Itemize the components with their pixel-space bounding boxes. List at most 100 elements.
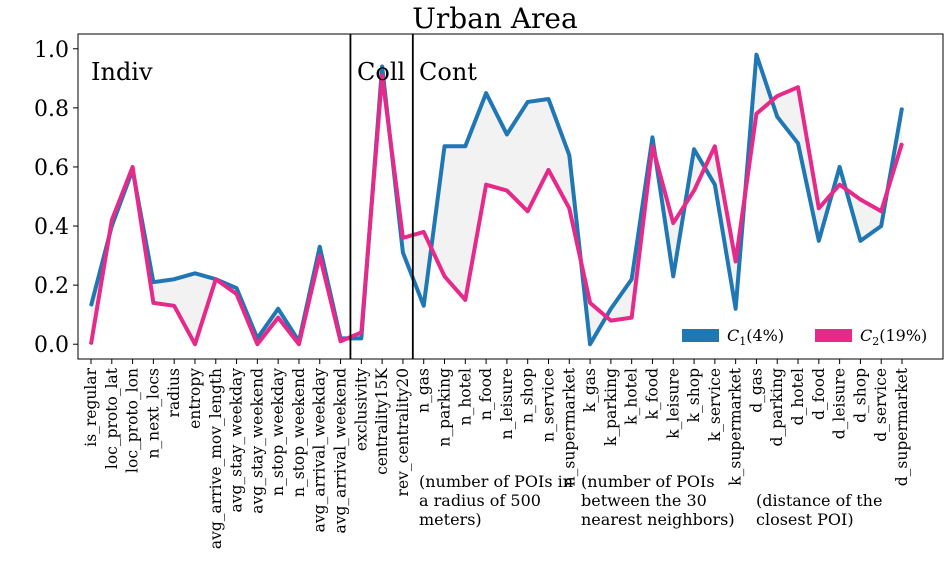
point-c1-d_shop bbox=[859, 240, 862, 242]
point-c2-avg_arrive_mov_length bbox=[214, 278, 217, 281]
point-c1-d_food bbox=[818, 240, 820, 242]
legend-c2-suffix: (19%) bbox=[879, 326, 928, 345]
legend-c1-suffix: (4%) bbox=[746, 326, 785, 345]
point-c2-n_parking bbox=[443, 275, 446, 278]
plot-frame bbox=[77, 33, 944, 360]
point-c1-n_parking bbox=[443, 145, 446, 148]
x-tick-label: centrality15K bbox=[373, 368, 391, 475]
x-tick-label: radius bbox=[165, 368, 183, 418]
chart-title: Urban Area bbox=[412, 2, 578, 35]
point-c1-d_gas bbox=[755, 53, 758, 56]
x-tick-label: avg_arrive_mov_length bbox=[207, 368, 225, 549]
legend-label-c1: C1(4%) bbox=[727, 326, 784, 348]
x-tick-label: d_parking bbox=[768, 368, 786, 447]
point-c1-exclusivity bbox=[360, 337, 363, 340]
y-tick-label: 0.6 bbox=[34, 156, 69, 181]
x-axis: is_regular loc_proto_lat loc_proto_lon n_ne… bbox=[82, 359, 911, 549]
legend-c2-sub: 2 bbox=[872, 335, 880, 349]
section-label-cont: Cont bbox=[419, 58, 477, 86]
point-c2-d_gas bbox=[755, 112, 758, 115]
point-c2-n_next_locs bbox=[152, 302, 155, 304]
point-c1-centrality15K bbox=[381, 65, 383, 68]
point-c1-n_hotel bbox=[464, 145, 467, 148]
x-tick-label: d_leisure bbox=[831, 368, 849, 439]
x-tick-label: n_stop_weekend bbox=[290, 368, 308, 497]
point-c1-n_leisure bbox=[506, 133, 508, 136]
point-c2-n_gas bbox=[422, 231, 425, 233]
point-c2-k_gas bbox=[589, 302, 591, 304]
annotation-n-pois: (number of POIs in a radius of 500 meter… bbox=[419, 472, 574, 529]
plot-border bbox=[77, 33, 944, 360]
series-line-c2 bbox=[89, 73, 904, 347]
point-c1-d_service bbox=[880, 225, 883, 227]
point-c2-n_supermarket bbox=[568, 207, 571, 210]
x-tick-label: k_hotel bbox=[623, 368, 641, 425]
x-tick-label: k_parking bbox=[602, 368, 620, 446]
point-c2-centrality15K bbox=[381, 74, 383, 77]
point-c2-d_shop bbox=[859, 198, 862, 201]
section-label-indiv: Indiv bbox=[91, 58, 153, 86]
legend-c2-base: C bbox=[860, 326, 873, 345]
x-tick-label: k_food bbox=[643, 368, 661, 420]
point-c1-n_supermarket bbox=[568, 154, 571, 156]
x-tick-label: n_leisure bbox=[498, 368, 516, 439]
point-c2-n_stop_weekend bbox=[298, 343, 300, 346]
x-tick-label: d_gas bbox=[747, 368, 765, 413]
series-lines bbox=[89, 52, 904, 347]
point-c2-d_food bbox=[818, 207, 820, 210]
point-c1-is_regular bbox=[90, 305, 92, 307]
x-tick-label: is_regular bbox=[82, 367, 100, 446]
x-tick-label: entropy bbox=[186, 368, 204, 429]
x-tick-label: loc_proto_lon bbox=[124, 368, 142, 473]
y-tick-label: 1.0 bbox=[34, 38, 69, 63]
point-c2-is_regular bbox=[90, 343, 92, 346]
point-c2-n_stop_weekday bbox=[277, 316, 279, 319]
point-c1-d_leisure bbox=[838, 166, 841, 168]
x-tick-label: k_leisure bbox=[664, 368, 682, 439]
point-c1-k_service bbox=[714, 183, 716, 186]
x-tick-label: d_supermarket bbox=[893, 367, 911, 486]
point-c2-k_leisure bbox=[672, 222, 675, 224]
x-tick-label: k_service bbox=[706, 368, 724, 441]
x-tick-label: n_shop bbox=[519, 368, 537, 423]
point-c2-n_leisure bbox=[506, 189, 508, 192]
x-tick-label: n_supermarket bbox=[560, 367, 578, 486]
point-c1-d_supermarket bbox=[901, 107, 903, 109]
x-tick-label: avg_stay_weekday bbox=[228, 368, 246, 513]
x-tick-label: avg_stay_weekend bbox=[248, 368, 266, 514]
point-c2-d_leisure bbox=[838, 183, 841, 186]
point-c2-loc_proto_lon bbox=[131, 166, 134, 168]
y-tick-label: 0.2 bbox=[34, 274, 69, 299]
fill-between-layer bbox=[91, 54, 902, 345]
y-tick-label: 0.4 bbox=[34, 215, 69, 240]
point-c2-k_parking bbox=[610, 319, 612, 322]
section-label-coll: Coll bbox=[357, 58, 406, 86]
point-c2-d_supermarket bbox=[901, 142, 903, 145]
x-tick-label: n_service bbox=[539, 368, 557, 442]
x-tick-label: n_food bbox=[477, 368, 495, 420]
x-tick-label: exclusivity bbox=[352, 368, 370, 451]
point-c1-k_gas bbox=[589, 343, 591, 346]
point-c1-d_parking bbox=[776, 115, 779, 118]
point-c2-n_hotel bbox=[464, 299, 467, 301]
y-tick-label: 0.8 bbox=[34, 97, 69, 122]
annotation-d-pois: (distance of the closest POI) bbox=[756, 491, 883, 529]
legend-c1-base: C bbox=[727, 326, 740, 345]
x-tick-label: d_service bbox=[872, 368, 890, 442]
x-tick-label: k_supermarket bbox=[727, 367, 745, 485]
point-c1-rev_centrality20 bbox=[402, 251, 404, 254]
point-c1-avg_arrival_weekday bbox=[318, 245, 321, 248]
point-c2-d_parking bbox=[776, 95, 779, 97]
point-c2-n_service bbox=[547, 169, 550, 171]
x-tick-label: d_hotel bbox=[789, 368, 807, 425]
point-c1-k_shop bbox=[693, 148, 695, 151]
point-c2-loc_proto_lat bbox=[110, 219, 113, 221]
legend-label-c2: C2(19%) bbox=[860, 326, 927, 348]
legend-swatch-c1 bbox=[682, 329, 719, 342]
point-c2-d_hotel bbox=[797, 86, 799, 88]
point-c2-k_supermarket bbox=[734, 260, 737, 263]
x-tick-label: n_gas bbox=[415, 368, 433, 413]
x-tick-label: k_gas bbox=[581, 368, 599, 412]
point-c1-n_service bbox=[547, 98, 550, 100]
point-c2-n_food bbox=[485, 183, 487, 186]
